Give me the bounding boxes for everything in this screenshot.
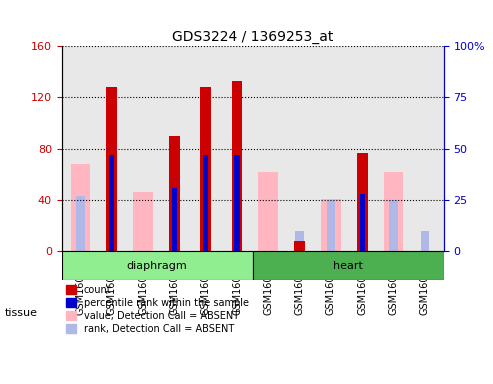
Bar <box>70 164 90 252</box>
Bar <box>109 155 114 252</box>
Bar <box>234 155 240 252</box>
Bar <box>76 196 85 252</box>
Bar <box>294 241 305 252</box>
Bar <box>384 172 403 252</box>
Bar <box>62 252 252 280</box>
Text: tissue: tissue <box>5 308 38 318</box>
Bar <box>359 194 365 252</box>
Bar <box>421 231 429 252</box>
Bar <box>232 81 243 252</box>
Bar <box>252 252 444 280</box>
Bar <box>389 200 398 252</box>
Bar <box>326 200 335 252</box>
Bar <box>172 188 177 252</box>
Bar <box>258 172 278 252</box>
Bar <box>321 199 341 252</box>
Bar <box>203 155 209 252</box>
Title: GDS3224 / 1369253_at: GDS3224 / 1369253_at <box>172 30 333 44</box>
Bar <box>169 136 180 252</box>
Text: heart: heart <box>333 261 363 271</box>
Legend: count, percentile rank within the sample, value, Detection Call = ABSENT, rank, : count, percentile rank within the sample… <box>67 285 249 334</box>
Bar <box>200 87 211 252</box>
Bar <box>295 231 304 252</box>
Bar <box>133 192 153 252</box>
Text: diaphragm: diaphragm <box>127 261 187 271</box>
Bar <box>106 87 117 252</box>
Bar <box>357 152 368 252</box>
